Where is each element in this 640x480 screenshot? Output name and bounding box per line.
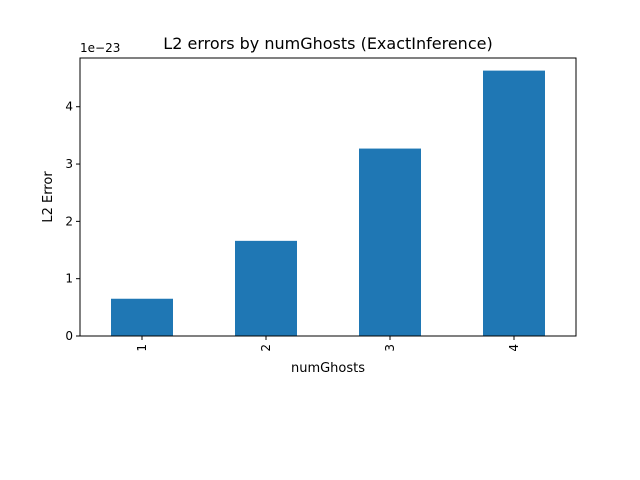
plot-frame: [79, 57, 577, 337]
bar-1: [111, 298, 173, 336]
x-tick-label: 1: [135, 344, 149, 352]
x-tick-label: 2: [259, 344, 273, 352]
bar-4: [483, 70, 545, 337]
y-tick-label: 3: [65, 157, 73, 171]
x-axis-ticks: 1 2 3 4: [135, 336, 521, 352]
chart-title: L2 errors by numGhosts (ExactInference): [163, 34, 492, 53]
bar-3: [359, 148, 421, 336]
y-axis-offset-label: 1e−23: [80, 41, 120, 55]
x-tick-label: 3: [383, 344, 397, 352]
x-tick-label: 4: [507, 344, 521, 352]
y-tick-label: 1: [65, 272, 73, 286]
y-tick-label: 0: [65, 329, 73, 343]
y-tick-label: 2: [65, 214, 73, 228]
bars: [111, 70, 545, 337]
bar-2: [235, 240, 297, 336]
y-tick-label: 4: [65, 100, 73, 114]
x-axis-label: numGhosts: [291, 361, 365, 376]
y-axis-label: L2 Error: [41, 171, 56, 223]
y-axis-ticks: 0 1 2 3 4: [65, 100, 80, 343]
